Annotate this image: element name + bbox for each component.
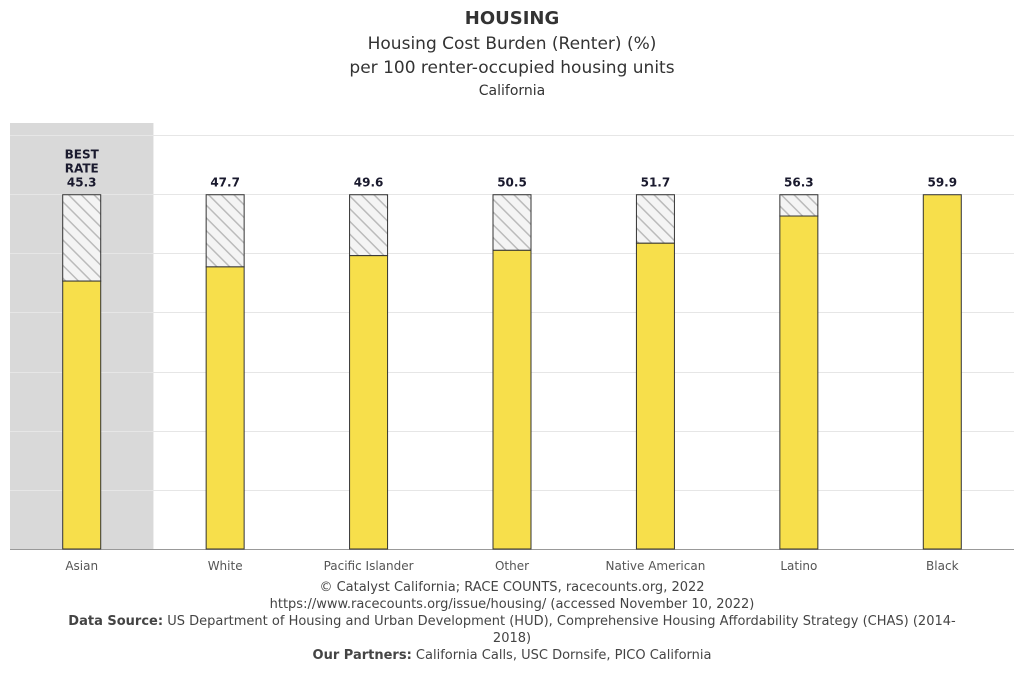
gap-hatch-bar <box>635 194 675 244</box>
value-label: 45.3 <box>67 176 97 190</box>
x-tick-label: Native American <box>606 559 706 573</box>
value-label: 51.7 <box>641 176 671 190</box>
chart-title: HOUSING <box>464 8 560 29</box>
best-rate-label: RATE <box>65 162 99 176</box>
x-tick-label: Latino <box>780 559 817 573</box>
bar-asian <box>62 280 102 550</box>
bar-pacific-islander <box>349 255 389 550</box>
partners-label: Our Partners: <box>312 648 412 663</box>
bar-white <box>205 266 245 550</box>
x-tick-label: White <box>208 559 243 573</box>
value-label: 59.9 <box>927 176 957 190</box>
bar-native-american <box>635 242 675 550</box>
x-tick-label: Pacific Islander <box>324 559 414 573</box>
partners-text: California Calls, USC Dornsife, PICO Cal… <box>415 648 712 663</box>
data-source-line: Data Source: US Department of Housing an… <box>62 613 962 647</box>
chart-unit-line: per 100 renter-occupied housing units <box>349 58 675 78</box>
bar-latino <box>779 215 819 550</box>
gap-hatch-bar <box>779 194 819 217</box>
gap-hatch-bar <box>205 194 245 268</box>
partners-line: Our Partners: California Calls, USC Dorn… <box>0 647 1024 664</box>
x-axis-ticks: Asian White Pacific Islander Other Native Am… <box>65 559 958 573</box>
gap-hatch-bar <box>349 194 389 257</box>
bar-black <box>922 194 962 550</box>
chart-subtitle: Housing Cost Burden (Renter) (%) <box>367 34 657 54</box>
data-source-label: Data Source: <box>68 614 164 629</box>
copyright-text: © Catalyst California; RACE COUNTS, race… <box>319 580 705 595</box>
best-rate-label: BEST <box>65 148 100 162</box>
chart-footer: © Catalyst California; RACE COUNTS, race… <box>0 579 1024 664</box>
source-url-text: https://www.racecounts.org/issue/housing… <box>269 597 755 612</box>
data-source-text: US Department of Housing and Urban Devel… <box>167 614 956 646</box>
gap-hatch-bar <box>62 194 102 282</box>
x-tick-label: Asian <box>65 559 98 573</box>
value-label: 47.7 <box>210 176 240 190</box>
bars <box>62 194 962 550</box>
gap-hatch-bar <box>492 194 532 251</box>
value-label: 50.5 <box>497 176 527 190</box>
x-tick-label: Other <box>495 559 529 573</box>
x-tick-label: Black <box>926 559 959 573</box>
chart-region: California <box>478 83 546 99</box>
bar-other <box>492 249 532 550</box>
value-label: 49.6 <box>354 176 384 190</box>
value-label: 56.3 <box>784 176 814 190</box>
chart-titles: HOUSING Housing Cost Burden (Renter) (%)… <box>0 6 1024 102</box>
